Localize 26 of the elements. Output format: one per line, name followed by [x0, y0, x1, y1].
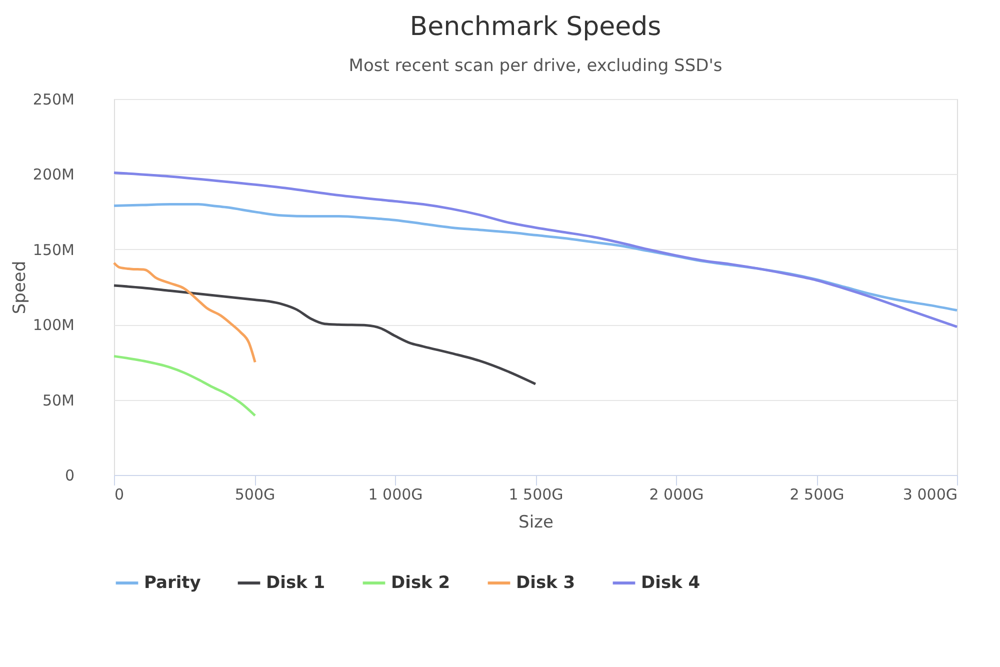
legend-label: Disk 1	[266, 573, 326, 593]
y-tick-label: 50M	[42, 391, 74, 410]
y-axis-title: Speed	[10, 260, 30, 314]
x-tick-label: 2 500G	[790, 486, 844, 504]
x-tick-label: 3 000G	[902, 486, 958, 504]
y-tick-label: 100M	[32, 316, 74, 334]
x-tick-label: 2 000G	[649, 486, 704, 504]
chart-title: Benchmark Speeds	[410, 12, 662, 42]
line-series	[112, 171, 958, 328]
line-series	[112, 262, 256, 364]
x-tick-label: 1 500G	[508, 486, 564, 504]
x-tick-label: 1 000G	[368, 486, 423, 504]
x-tick-label: 0	[114, 486, 124, 504]
y-tick-label: 150M	[32, 240, 74, 259]
chart-subtitle: Most recent scan per drive, excluding SSD's	[348, 56, 722, 76]
line-series	[112, 284, 537, 386]
legend-label: Parity	[144, 573, 201, 593]
legend-label: Disk 4	[641, 573, 700, 593]
legend-label: Disk 3	[516, 573, 576, 593]
legend-label: Disk 2	[391, 573, 450, 593]
y-tick-label: 200M	[32, 166, 74, 184]
y-tick-label: 250M	[32, 90, 74, 108]
y-tick-label: 0	[64, 466, 74, 484]
x-axis-title: Size	[518, 512, 554, 532]
line-series	[112, 354, 256, 417]
x-tick-label: 500G	[234, 486, 276, 504]
